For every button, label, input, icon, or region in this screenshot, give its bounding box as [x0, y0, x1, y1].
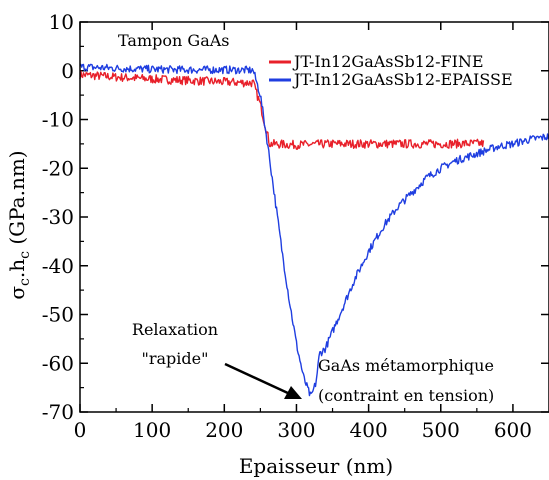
annotation-relaxation-1: Relaxation [132, 320, 218, 339]
x-tick-label: 0 [74, 418, 87, 442]
y-tick-label: -50 [42, 303, 74, 327]
y-tick-label: -30 [42, 205, 74, 229]
series-layer [79, 63, 549, 397]
series-line-epaisse [79, 63, 549, 397]
plot-frame [79, 21, 549, 413]
x-tick-label: 100 [133, 418, 171, 442]
y-tick-label: -70 [42, 400, 74, 424]
relaxation-arrow [224, 362, 302, 399]
y-axis-title: σc.hc (GPa.nm) [5, 150, 33, 299]
tick-labels: 0 100 200 300 400 500 600100-10-20-30-40-50-60… [42, 10, 532, 442]
annotation-metamorphique-1: GaAs métamorphique [318, 356, 494, 375]
annotation-metamorphique-2: (contraint en tension) [318, 386, 494, 405]
legend-label-fine: JT-In12GaAsSb12-FINE [292, 52, 484, 71]
x-tick-label: 400 [350, 418, 388, 442]
y-tick-label: 0 [61, 59, 74, 83]
annotation-relaxation-2: "rapide" [142, 349, 209, 368]
y-tick-label: -10 [42, 108, 74, 132]
y-tick-label: 10 [49, 10, 74, 34]
x-tick-label: 200 [205, 418, 243, 442]
legend-label-epaisse: JT-In12GaAsSb12-EPAISSE [292, 70, 513, 89]
x-axis-title: Epaisseur (nm) [239, 454, 393, 478]
y-tick-label: -40 [42, 254, 74, 278]
x-tick-label: 600 [494, 418, 532, 442]
x-tick-label: 500 [422, 418, 460, 442]
legend: JT-In12GaAsSb12-FINE JT-In12GaAsSb12-EPA… [269, 52, 513, 89]
x-tick-label: 300 [277, 418, 315, 442]
annotation-tampon: Tampon GaAs [118, 31, 230, 50]
y-tick-label: -20 [42, 156, 74, 180]
series-line-fine [79, 70, 485, 150]
y-tick-label: -60 [42, 351, 74, 375]
